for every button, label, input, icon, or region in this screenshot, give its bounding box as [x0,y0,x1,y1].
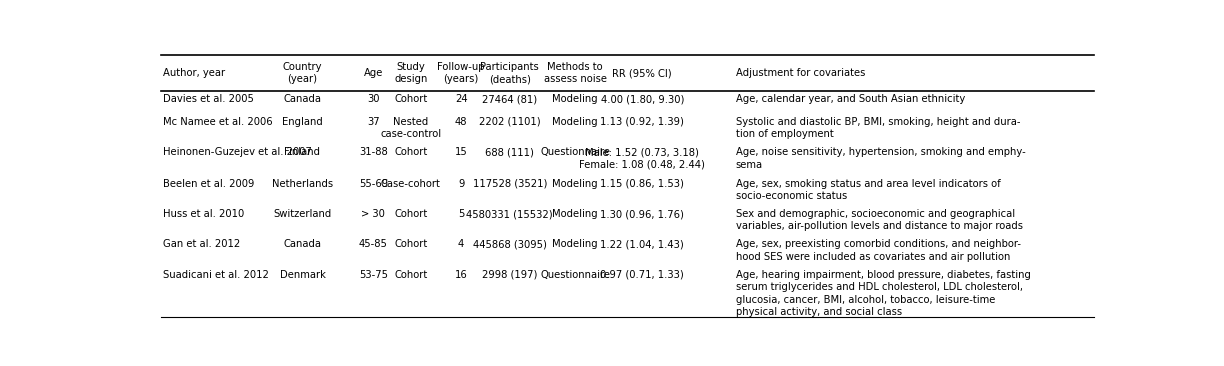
Text: Age, sex, preexisting comorbid conditions, and neighbor-
hood SES were included : Age, sex, preexisting comorbid condition… [736,239,1021,262]
Text: RR (95% CI): RR (95% CI) [612,68,672,78]
Text: Author, year: Author, year [164,68,225,78]
Text: Follow-up
(years): Follow-up (years) [437,62,485,84]
Text: Adjustment for covariates: Adjustment for covariates [736,68,865,78]
Text: 45-85: 45-85 [359,239,388,249]
Text: Case-cohort: Case-cohort [381,179,441,189]
Text: Finland: Finland [284,147,321,157]
Text: 688 (111): 688 (111) [485,147,534,157]
Text: Country
(year): Country (year) [283,62,322,84]
Text: Huss et al. 2010: Huss et al. 2010 [164,209,245,219]
Text: Modeling: Modeling [552,179,597,189]
Text: Age, sex, smoking status and area level indicators of
socio-economic status: Age, sex, smoking status and area level … [736,179,1000,201]
Text: 2998 (197): 2998 (197) [482,270,537,280]
Text: Age: Age [364,68,383,78]
Text: Modeling: Modeling [552,239,597,249]
Text: Modeling: Modeling [552,94,597,104]
Text: Denmark: Denmark [279,270,326,280]
Text: Cohort: Cohort [394,94,427,104]
Text: 0.97 (0.71, 1.33): 0.97 (0.71, 1.33) [600,270,684,280]
Text: 117528 (3521): 117528 (3521) [472,179,547,189]
Text: 1.22 (1.04, 1.43): 1.22 (1.04, 1.43) [600,239,684,249]
Text: 53-75: 53-75 [359,270,388,280]
Text: Methods to
assess noise: Methods to assess noise [543,62,607,84]
Text: Davies et al. 2005: Davies et al. 2005 [164,94,255,104]
Text: Age, calendar year, and South Asian ethnicity: Age, calendar year, and South Asian ethn… [736,94,965,104]
Text: Netherlands: Netherlands [272,179,333,189]
Text: Nested
case-control: Nested case-control [381,117,442,139]
Text: Cohort: Cohort [394,270,427,280]
Text: Cohort: Cohort [394,147,427,157]
Text: Age, noise sensitivity, hypertension, smoking and emphy-
sema: Age, noise sensitivity, hypertension, sm… [736,147,1026,169]
Text: Age, hearing impairment, blood pressure, diabetes, fasting
serum triglycerides a: Age, hearing impairment, blood pressure,… [736,270,1031,317]
Text: 37: 37 [367,117,379,127]
Text: Systolic and diastolic BP, BMI, smoking, height and dura-
tion of employment: Systolic and diastolic BP, BMI, smoking,… [736,117,1020,139]
Text: Modeling: Modeling [552,209,597,219]
Text: 2202 (1101): 2202 (1101) [479,117,541,127]
Text: 24: 24 [455,94,468,104]
Text: 4580331 (15532): 4580331 (15532) [466,209,553,219]
Text: 9: 9 [458,179,464,189]
Text: England: England [282,117,323,127]
Text: 16: 16 [455,270,468,280]
Text: Study
design: Study design [394,62,427,84]
Text: 445868 (3095): 445868 (3095) [472,239,547,249]
Text: 15: 15 [455,147,468,157]
Text: Modeling: Modeling [552,117,597,127]
Text: Cohort: Cohort [394,209,427,219]
Text: 1.15 (0.86, 1.53): 1.15 (0.86, 1.53) [600,179,684,189]
Text: 4.00 (1.80, 9.30): 4.00 (1.80, 9.30) [601,94,684,104]
Text: 1.30 (0.96, 1.76): 1.30 (0.96, 1.76) [600,209,684,219]
Text: > 30: > 30 [361,209,386,219]
Text: 30: 30 [367,94,379,104]
Text: 5: 5 [458,209,464,219]
Text: Beelen et al. 2009: Beelen et al. 2009 [164,179,255,189]
Text: 48: 48 [455,117,468,127]
Text: 31-88: 31-88 [359,147,388,157]
Text: Suadicani et al. 2012: Suadicani et al. 2012 [164,270,269,280]
Text: 27464 (81): 27464 (81) [482,94,537,104]
Text: Canada: Canada [284,94,322,104]
Text: Heinonen-Guzejev et al. 2007: Heinonen-Guzejev et al. 2007 [164,147,312,157]
Text: Switzerland: Switzerland [273,209,332,219]
Text: Questionnaire: Questionnaire [540,147,610,157]
Text: Cohort: Cohort [394,239,427,249]
Text: Questionnaire: Questionnaire [540,270,610,280]
Text: Participants
(deaths): Participants (deaths) [480,62,539,84]
Text: 55-69: 55-69 [359,179,388,189]
Text: 4: 4 [458,239,464,249]
Text: Gan et al. 2012: Gan et al. 2012 [164,239,241,249]
Text: Male: 1.52 (0.73, 3.18)
Female: 1.08 (0.48, 2.44): Male: 1.52 (0.73, 3.18) Female: 1.08 (0.… [579,147,705,169]
Text: 1.13 (0.92, 1.39): 1.13 (0.92, 1.39) [600,117,684,127]
Text: Canada: Canada [284,239,322,249]
Text: Mc Namee et al. 2006: Mc Namee et al. 2006 [164,117,273,127]
Text: Sex and demographic, socioeconomic and geographical
variables, air-pollution lev: Sex and demographic, socioeconomic and g… [736,209,1022,231]
